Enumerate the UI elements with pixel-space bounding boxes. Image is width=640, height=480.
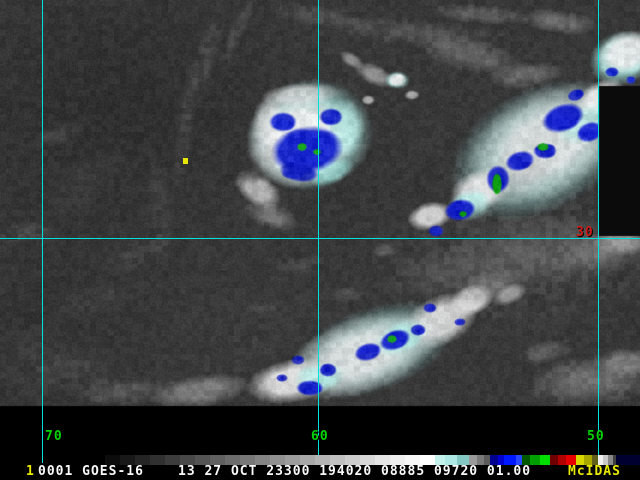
- longitude-label-50: 50: [587, 429, 605, 444]
- colorbar-segment: [105, 455, 120, 465]
- colorbar-segment: [360, 455, 375, 465]
- colorbar-segment: [490, 455, 498, 465]
- colorbar-segment: [270, 455, 285, 465]
- frame-number: 1: [26, 464, 35, 479]
- colorbar-segment: [255, 455, 270, 465]
- colorbar-segment: [300, 455, 315, 465]
- colorbar-segment: [530, 455, 540, 465]
- colorbar-segment: [516, 455, 522, 465]
- colorbar-segment: [445, 455, 457, 465]
- colorbar-segment: [225, 455, 240, 465]
- graticule-meridian-50: [598, 0, 599, 463]
- colorbar-segment: [477, 455, 484, 465]
- colorbar-segment: [240, 455, 255, 465]
- longitude-label-60: 60: [311, 429, 329, 444]
- colorbar-segment: [457, 455, 469, 465]
- mcidas-brand: McIDAS: [568, 464, 621, 479]
- colorbar-segment: [550, 455, 558, 465]
- colorbar-segment: [484, 455, 490, 465]
- colorbar-segment: [420, 455, 435, 465]
- cursor-marker[interactable]: [183, 158, 188, 164]
- colorbar-segment: [405, 455, 420, 465]
- status-bar: 1 0001 GOES-16 13 27 OCT 23300 194020 08…: [0, 463, 640, 480]
- colorbar-segment: [330, 455, 345, 465]
- colorbar-segment: [150, 455, 165, 465]
- graticule-meridian-70: [42, 0, 43, 463]
- longitude-label-70: 70: [45, 429, 63, 444]
- colorbar-segment: [504, 455, 516, 465]
- colorbar-segment: [598, 455, 603, 465]
- colorbar-segment: [210, 455, 225, 465]
- colorbar-segment: [566, 455, 576, 465]
- colorbar-segment: [195, 455, 210, 465]
- colorbar-segment: [608, 455, 613, 465]
- colorbar-segment: [558, 455, 566, 465]
- image-info: 13 27 OCT 23300 194020 08885 09720 01.00: [178, 464, 532, 479]
- colorbar-segment: [315, 455, 330, 465]
- colorbar-segment: [469, 455, 477, 465]
- colorbar-segment: [345, 455, 360, 465]
- satellite-image[interactable]: [0, 0, 640, 450]
- graticule-meridian-60: [318, 0, 319, 463]
- colorbar-segment: [120, 455, 135, 465]
- graticule-parallel-30: [0, 238, 640, 239]
- colorbar-segment: [616, 455, 640, 465]
- latitude-label-30: 30: [576, 225, 594, 240]
- colorbar-segment: [498, 455, 504, 465]
- colorbar-segment: [435, 455, 445, 465]
- enhancement-colorbar: [105, 455, 640, 465]
- colorbar-segment: [522, 455, 530, 465]
- colorbar-segment: [180, 455, 195, 465]
- colorbar-segment: [165, 455, 180, 465]
- colorbar-segment: [603, 455, 608, 465]
- colorbar-segment: [390, 455, 405, 465]
- colorbar-segment: [613, 455, 616, 465]
- colorbar-segment: [375, 455, 390, 465]
- colorbar-segment: [576, 455, 584, 465]
- colorbar-segment: [584, 455, 592, 465]
- colorbar-segment: [135, 455, 150, 465]
- colorbar-segment: [285, 455, 300, 465]
- colorbar-segment: [540, 455, 550, 465]
- image-id: 0001 GOES-16: [38, 464, 144, 479]
- colorbar-segment: [592, 455, 598, 465]
